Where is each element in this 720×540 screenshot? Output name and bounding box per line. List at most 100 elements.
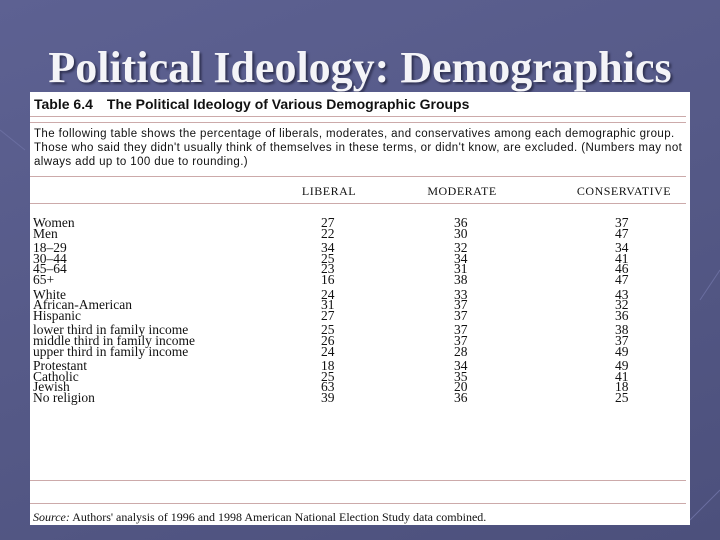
source-label: Source: (33, 510, 70, 524)
cell-value: 49 (615, 358, 629, 374)
cell-value: 25 (321, 368, 335, 384)
cell-value: 25 (615, 389, 629, 405)
cell-value: 38 (615, 322, 629, 338)
table-row: Hispanic 27 37 36 (30, 307, 690, 323)
cell-value: 32 (454, 240, 468, 256)
deco-line (699, 269, 720, 301)
table-source: Source: Authors' analysis of 1996 and 19… (33, 510, 486, 525)
row-label: African-American (33, 297, 132, 313)
cell-value: 63 (321, 379, 335, 395)
table-row: No religion 39 36 25 (30, 389, 690, 405)
cell-value: 37 (454, 307, 468, 323)
cell-value: 37 (615, 332, 629, 348)
source-text: Authors' analysis of 1996 and 1998 Ameri… (72, 510, 487, 524)
cell-value: 34 (454, 358, 468, 374)
rule (30, 480, 686, 481)
cell-value: 31 (454, 261, 468, 277)
table-heading: Table 6.4 The Political Ideology of Vario… (34, 96, 469, 112)
row-label: Jewish (33, 379, 70, 395)
cell-value: 39 (321, 389, 335, 405)
cell-value: 37 (454, 332, 468, 348)
cell-value: 31 (321, 297, 335, 313)
table-row: Catholic 25 35 41 (30, 368, 690, 384)
deco-line (0, 129, 26, 151)
row-label: 65+ (33, 271, 55, 287)
cell-value: 18 (615, 379, 629, 395)
table-row: lower third in family income 25 37 38 (30, 322, 690, 338)
table-row: Jewish 63 20 18 (30, 379, 690, 395)
row-label: Protestant (33, 358, 87, 374)
cell-value: 36 (454, 215, 468, 230)
cell-value: 43 (615, 286, 629, 302)
cell-value: 49 (615, 343, 629, 359)
column-header: MODERATE (427, 184, 497, 198)
cell-value: 27 (321, 307, 335, 323)
cell-value: 34 (321, 240, 335, 256)
slide-title: Political Ideology: Demographics (48, 43, 672, 92)
row-label: 30–44 (33, 250, 67, 266)
table-description: The following table shows the percentage… (34, 128, 683, 168)
row-label: White (33, 286, 66, 302)
cell-value: 37 (615, 215, 629, 230)
cell-value: 41 (615, 368, 629, 384)
cell-value: 41 (615, 250, 629, 266)
cell-value: 47 (615, 225, 629, 241)
table-caption: The Political Ideology of Various Demogr… (106, 96, 470, 112)
rule (30, 116, 686, 117)
cell-value: 38 (454, 271, 468, 287)
rule (30, 503, 686, 504)
cell-value: 18 (321, 358, 335, 374)
cell-value: 20 (454, 379, 468, 395)
table-row: 18–29 34 32 34 (30, 240, 690, 256)
cell-value: 26 (321, 332, 335, 348)
cell-value: 25 (321, 322, 335, 338)
row-label: 18–29 (33, 240, 67, 256)
column-header: CONSERVATIVE (576, 184, 672, 198)
table-row: 30–44 25 34 41 (30, 250, 690, 266)
cell-value: 37 (454, 322, 468, 338)
table-number: Table 6.4 (34, 96, 93, 112)
cell-value: 24 (321, 286, 335, 302)
table-row: 45–64 23 31 46 (30, 261, 690, 277)
table-row: African-American 31 37 32 (30, 297, 690, 313)
cell-value: 34 (615, 240, 629, 256)
row-label: lower third in family income (33, 322, 189, 338)
cell-value: 32 (615, 297, 629, 313)
cell-value: 35 (454, 368, 468, 384)
cell-value: 34 (454, 250, 468, 266)
table-row: Women 27 36 37 (30, 215, 690, 230)
deco-line (689, 489, 720, 521)
row-label: upper third in family income (33, 343, 189, 359)
table-row: middle third in family income 26 37 37 (30, 332, 690, 348)
cell-value: 33 (454, 286, 468, 302)
rule (30, 203, 686, 204)
cell-value: 28 (454, 343, 468, 359)
column-header: LIBERAL (301, 184, 357, 198)
cell-value: 37 (454, 297, 468, 313)
cell-value: 25 (321, 250, 335, 266)
row-label: Hispanic (33, 307, 81, 323)
table-row: upper third in family income 24 28 49 (30, 343, 690, 359)
cell-value: 24 (321, 343, 335, 359)
table-panel: Table 6.4 The Political Ideology of Vario… (30, 92, 690, 525)
cell-value: 47 (615, 271, 629, 287)
row-label: middle third in family income (33, 332, 195, 348)
row-label: 45–64 (33, 261, 67, 277)
table-row: White 24 33 43 (30, 286, 690, 302)
rule (30, 176, 686, 177)
rule (30, 122, 686, 123)
cell-value: 36 (615, 307, 629, 323)
cell-value: 46 (615, 261, 629, 277)
table-row: Protestant 18 34 49 (30, 358, 690, 374)
cell-value: 22 (321, 225, 335, 241)
row-label: No religion (33, 389, 95, 405)
table-row: 65+ 16 38 47 (30, 271, 690, 287)
cell-value: 27 (321, 215, 335, 230)
cell-value: 36 (454, 389, 468, 405)
cell-value: 16 (321, 271, 335, 287)
table-row: Men 22 30 47 (30, 225, 690, 241)
row-label: Women (33, 215, 75, 230)
cell-value: 30 (454, 225, 468, 241)
row-label: Catholic (33, 368, 79, 384)
